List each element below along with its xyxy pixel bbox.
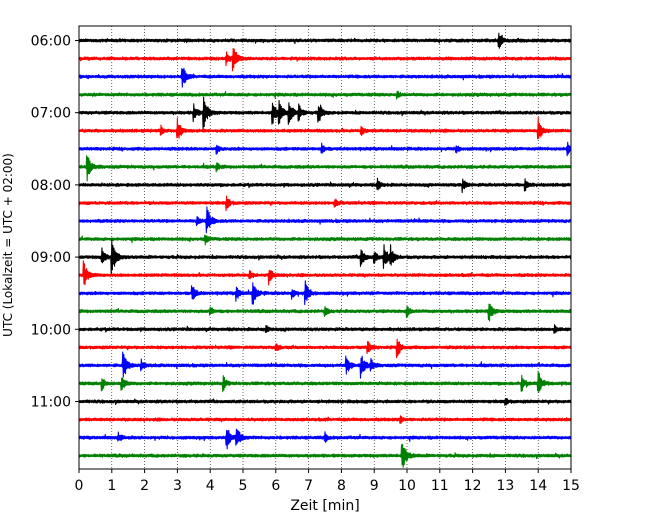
- y-tick-label: 07:00: [31, 106, 71, 122]
- trace-0830: [78, 206, 572, 234]
- x-tick-label: 10: [398, 478, 416, 494]
- x-tick-label: 6: [271, 478, 280, 494]
- x-tick-label: 15: [562, 478, 580, 494]
- trace-1115: [78, 415, 572, 424]
- trace-1100: [78, 398, 572, 406]
- y-tick-label: 06:00: [31, 34, 71, 50]
- trace-0730: [78, 141, 572, 157]
- y-axis-ticks: 06:00 07:00 08:00 09:00 10:00 11:00: [31, 34, 79, 411]
- trace-0900: [78, 239, 572, 276]
- x-tick-label: 0: [75, 478, 84, 494]
- trace-layer: [78, 32, 572, 468]
- trace-0915: [78, 260, 572, 286]
- x-tick-label: 3: [173, 478, 182, 494]
- x-tick-label: 2: [140, 478, 149, 494]
- trace-0945: [78, 303, 572, 322]
- trace-0715: [78, 116, 572, 140]
- trace-0615: [78, 48, 572, 72]
- x-tick-label: 11: [431, 478, 449, 494]
- x-tick-label: 8: [337, 478, 346, 494]
- x-tick-label: 1: [107, 478, 116, 494]
- trace-0745: [78, 155, 572, 182]
- x-tick-label: 12: [464, 478, 482, 494]
- y-axis-label: UTC (Lokalzeit = UTC + 02:00): [1, 153, 15, 337]
- trace-0930: [78, 280, 572, 306]
- y-tick-label: 10:00: [31, 322, 71, 338]
- trace-1030: [78, 351, 572, 379]
- trace-1000: [78, 324, 572, 334]
- x-tick-label: 13: [496, 478, 514, 494]
- trace-1015: [78, 338, 572, 359]
- trace-1130: [78, 428, 572, 450]
- grid-lines: [111, 26, 539, 469]
- trace-0800: [78, 177, 572, 194]
- plot-frame: [78, 25, 572, 470]
- x-axis-ticks: 0 1 2 3 4 5 6 7 8 9 10 11 12 13 14 15: [75, 469, 580, 494]
- y-tick-label: 09:00: [31, 250, 71, 266]
- trace-1045: [78, 370, 572, 393]
- trace-0700: [78, 96, 572, 130]
- trace-0645: [78, 90, 572, 100]
- y-tick-label: 08:00: [31, 178, 71, 194]
- trace-0630: [78, 67, 572, 88]
- x-tick-label: 14: [529, 478, 547, 494]
- x-tick-label: 4: [206, 478, 215, 494]
- x-tick-label: 5: [239, 478, 248, 494]
- trace-0600: [78, 32, 572, 49]
- trace-0845: [78, 234, 572, 246]
- trace-0815: [78, 195, 572, 212]
- x-tick-label: 7: [304, 478, 313, 494]
- x-tick-label: 9: [370, 478, 379, 494]
- x-axis-label: Zeit [min]: [290, 498, 359, 514]
- y-tick-label: 11:00: [31, 395, 71, 411]
- trace-1145: [78, 443, 572, 468]
